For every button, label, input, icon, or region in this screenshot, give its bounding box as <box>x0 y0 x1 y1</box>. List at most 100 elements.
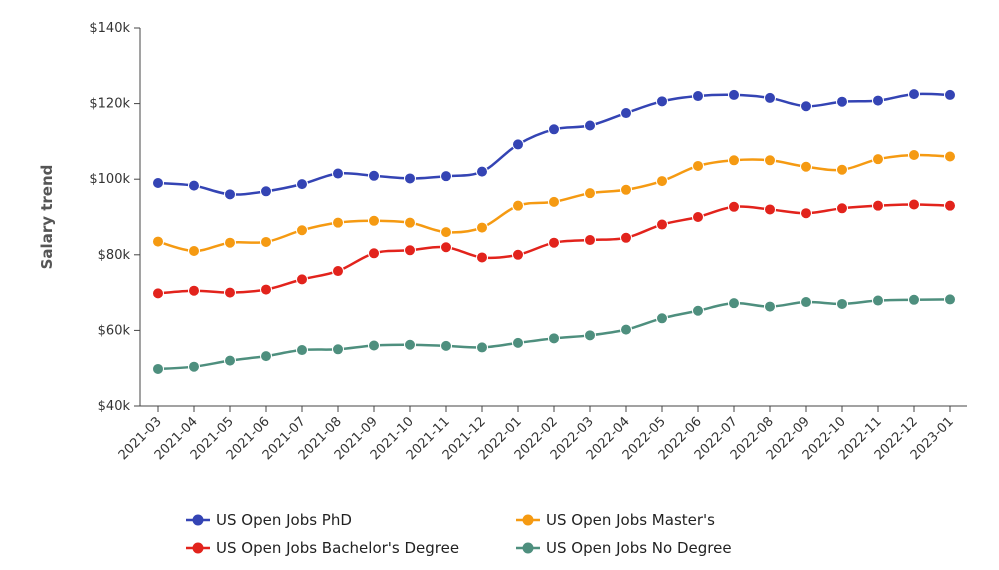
data-point-us-open-jobs-master-s <box>764 154 776 167</box>
data-point-us-open-jobs-phd <box>656 95 668 108</box>
data-point-us-open-jobs-no-degree <box>548 332 560 345</box>
data-point-us-open-jobs-master-s <box>908 149 920 162</box>
data-point-us-open-jobs-master-s <box>296 224 308 237</box>
data-point-us-open-jobs-bachelor-s-degree <box>332 265 344 278</box>
legend-label: US Open Jobs No Degree <box>546 539 732 557</box>
legend: US Open Jobs PhD US Open Jobs Master's US … <box>186 511 732 557</box>
data-point-us-open-jobs-master-s <box>944 150 956 163</box>
data-point-us-open-jobs-master-s <box>404 216 416 229</box>
data-point-us-open-jobs-bachelor-s-degree <box>728 200 740 213</box>
data-point-us-open-jobs-phd <box>836 95 848 108</box>
data-point-us-open-jobs-phd <box>188 179 200 192</box>
data-point-us-open-jobs-no-degree <box>656 312 668 325</box>
data-point-us-open-jobs-no-degree <box>836 297 848 310</box>
data-point-us-open-jobs-bachelor-s-degree <box>584 234 596 247</box>
data-point-us-open-jobs-no-degree <box>332 343 344 356</box>
data-point-us-open-jobs-phd <box>908 88 920 101</box>
data-point-us-open-jobs-bachelor-s-degree <box>836 202 848 215</box>
data-point-us-open-jobs-no-degree <box>512 336 524 349</box>
y-tick-label: $40k <box>98 399 131 414</box>
data-point-us-open-jobs-bachelor-s-degree <box>404 244 416 257</box>
legend-item: US Open Jobs PhD <box>186 511 352 529</box>
data-point-us-open-jobs-bachelor-s-degree <box>368 247 380 260</box>
y-tick-label: $120k <box>89 97 130 112</box>
data-point-us-open-jobs-bachelor-s-degree <box>620 231 632 244</box>
data-point-us-open-jobs-master-s <box>584 187 596 200</box>
data-point-us-open-jobs-bachelor-s-degree <box>260 283 272 296</box>
data-point-us-open-jobs-bachelor-s-degree <box>908 198 920 211</box>
data-point-us-open-jobs-no-degree <box>188 360 200 373</box>
data-point-us-open-jobs-master-s <box>728 154 740 167</box>
data-point-us-open-jobs-phd <box>872 94 884 107</box>
data-point-us-open-jobs-no-degree <box>692 304 704 317</box>
data-point-us-open-jobs-no-degree <box>224 354 236 367</box>
data-point-us-open-jobs-phd <box>728 88 740 101</box>
data-point-us-open-jobs-master-s <box>512 199 524 212</box>
legend-swatch-marker <box>522 542 534 554</box>
data-point-us-open-jobs-master-s <box>656 175 668 188</box>
data-point-us-open-jobs-no-degree <box>404 338 416 351</box>
legend-item: US Open Jobs No Degree <box>516 539 732 557</box>
data-point-us-open-jobs-phd <box>692 90 704 103</box>
legend-swatch-marker <box>192 542 204 554</box>
legend-swatch-marker <box>522 514 534 526</box>
y-tick-label: $60k <box>98 323 131 338</box>
data-point-us-open-jobs-phd <box>764 91 776 104</box>
legend-label: US Open Jobs Bachelor's Degree <box>216 539 459 557</box>
data-point-us-open-jobs-master-s <box>548 195 560 208</box>
legend-label: US Open Jobs Master's <box>546 511 715 529</box>
data-point-us-open-jobs-phd <box>296 178 308 191</box>
data-point-us-open-jobs-bachelor-s-degree <box>548 236 560 249</box>
data-point-us-open-jobs-master-s <box>800 160 812 173</box>
data-point-us-open-jobs-master-s <box>440 226 452 239</box>
data-point-us-open-jobs-no-degree <box>872 294 884 307</box>
data-point-us-open-jobs-no-degree <box>620 323 632 336</box>
data-point-us-open-jobs-master-s <box>224 236 236 249</box>
data-point-us-open-jobs-master-s <box>620 183 632 196</box>
data-point-us-open-jobs-bachelor-s-degree <box>692 211 704 223</box>
plot-area: $40k$60k$80k$100k$120k$140k2021-032021-0… <box>89 21 967 463</box>
data-point-us-open-jobs-master-s <box>368 214 380 227</box>
data-point-us-open-jobs-phd <box>584 119 596 132</box>
data-point-us-open-jobs-phd <box>548 123 560 136</box>
data-point-us-open-jobs-bachelor-s-degree <box>296 273 308 286</box>
data-point-us-open-jobs-bachelor-s-degree <box>152 287 164 300</box>
data-point-us-open-jobs-bachelor-s-degree <box>872 199 884 212</box>
data-point-us-open-jobs-no-degree <box>800 296 812 309</box>
data-point-us-open-jobs-phd <box>512 138 524 151</box>
y-tick-label: $140k <box>89 21 130 36</box>
legend-swatch-marker <box>192 514 204 526</box>
data-point-us-open-jobs-master-s <box>260 235 272 248</box>
data-point-us-open-jobs-phd <box>440 170 452 183</box>
data-point-us-open-jobs-phd <box>260 185 272 198</box>
data-point-us-open-jobs-no-degree <box>908 293 920 306</box>
y-tick-label: $100k <box>89 172 130 187</box>
data-point-us-open-jobs-bachelor-s-degree <box>944 199 956 212</box>
series-line-us-open-jobs-bachelor-s-degree <box>157 203 951 295</box>
legend-item: US Open Jobs Master's <box>516 511 715 529</box>
data-point-us-open-jobs-no-degree <box>440 339 452 352</box>
data-point-us-open-jobs-phd <box>224 188 236 201</box>
data-point-us-open-jobs-bachelor-s-degree <box>656 218 668 231</box>
y-axis-title: Salary trend <box>38 165 56 270</box>
data-point-us-open-jobs-bachelor-s-degree <box>440 241 452 254</box>
data-point-us-open-jobs-bachelor-s-degree <box>224 286 236 299</box>
data-point-us-open-jobs-no-degree <box>764 300 776 313</box>
data-point-us-open-jobs-no-degree <box>296 344 308 357</box>
data-point-us-open-jobs-bachelor-s-degree <box>800 207 812 220</box>
data-point-us-open-jobs-no-degree <box>476 341 488 354</box>
data-point-us-open-jobs-phd <box>368 169 380 182</box>
data-point-us-open-jobs-no-degree <box>260 350 272 363</box>
data-point-us-open-jobs-master-s <box>692 159 704 172</box>
y-tick-label: $80k <box>98 248 131 263</box>
data-point-us-open-jobs-bachelor-s-degree <box>188 284 200 297</box>
data-point-us-open-jobs-no-degree <box>152 362 164 375</box>
legend-item: US Open Jobs Bachelor's Degree <box>186 539 459 557</box>
legend-label: US Open Jobs PhD <box>216 511 352 529</box>
data-point-us-open-jobs-master-s <box>152 235 164 248</box>
data-point-us-open-jobs-phd <box>332 167 344 180</box>
data-point-us-open-jobs-bachelor-s-degree <box>476 251 488 264</box>
data-point-us-open-jobs-master-s <box>188 245 200 258</box>
data-point-us-open-jobs-master-s <box>332 216 344 229</box>
